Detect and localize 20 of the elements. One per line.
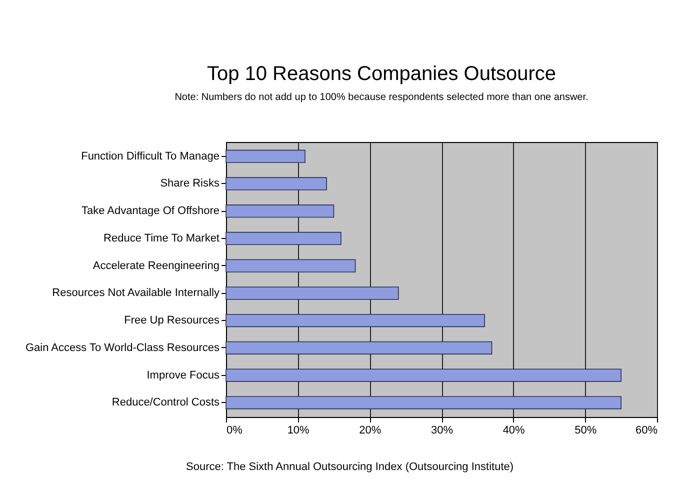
y-tick-label: Gain Access To World-Class Resources — [26, 342, 220, 354]
y-tick-label: Free Up Resources — [124, 314, 220, 327]
x-tick-label: 50% — [574, 424, 597, 436]
y-tick-label: Share Risks — [160, 178, 220, 190]
y-tick-label: Reduce/Control Costs — [112, 396, 220, 409]
y-tick-label: Reduce Time To Market — [104, 232, 220, 244]
x-tick-label: 0% — [226, 424, 243, 436]
x-tick-label: 60% — [635, 424, 658, 436]
x-tick-label: 10% — [287, 424, 310, 436]
y-tick-label: Take Advantage Of Offshore — [82, 205, 220, 218]
x-tick-label: 40% — [502, 424, 526, 436]
chart-title: Top 10 Reasons Companies Outsource — [206, 63, 556, 85]
y-tick-label: Function Difficult To Manage — [81, 150, 220, 162]
y-tick-label: Accelerate Reengineering — [92, 260, 220, 272]
y-tick-label: Improve Focus — [146, 369, 220, 382]
chart-subtitle: Note: Numbers do not add up to 100% because respondents selected more than one answer. — [174, 92, 588, 103]
y-tick-label: Resources Not Available Internally — [52, 287, 220, 300]
source-note: Source: The Sixth Annual Outsourcing Index (Outsourcing Institute) — [186, 461, 514, 473]
x-tick-label: 20% — [359, 424, 382, 436]
x-tick-label: 30% — [430, 424, 454, 436]
